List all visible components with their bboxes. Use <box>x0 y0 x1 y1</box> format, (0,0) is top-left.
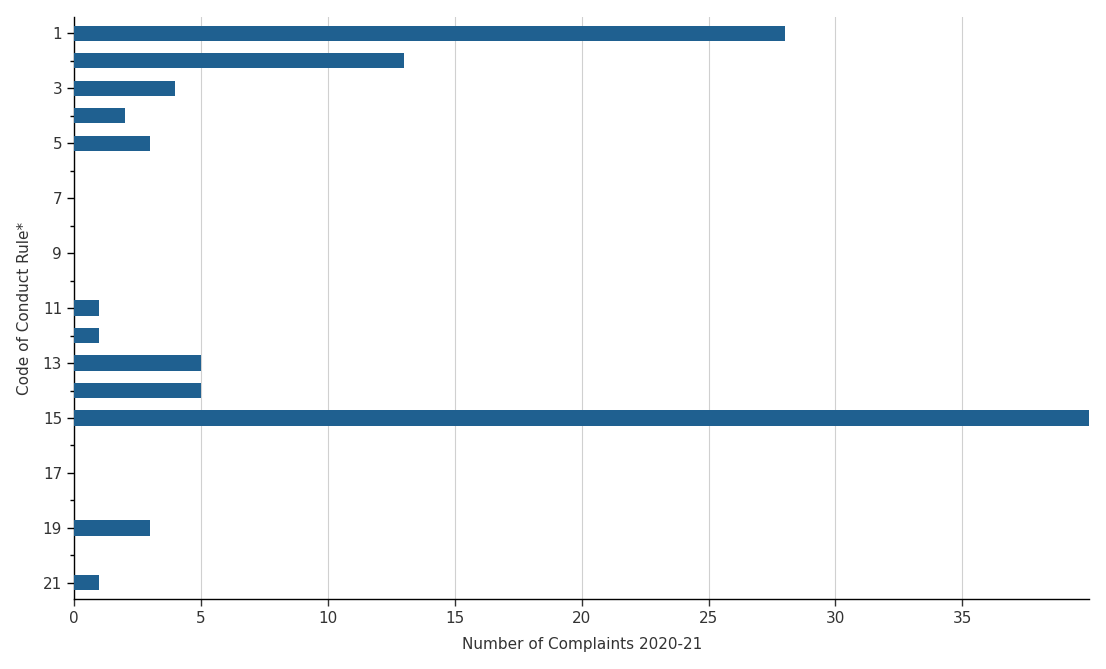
Bar <box>74 25 785 41</box>
Bar <box>74 108 125 123</box>
Bar <box>74 520 150 535</box>
Bar <box>74 80 176 96</box>
Bar <box>74 383 201 398</box>
Bar <box>74 53 404 68</box>
Bar <box>74 136 150 151</box>
Bar <box>74 355 201 371</box>
Bar <box>74 575 100 591</box>
Bar <box>74 411 1089 425</box>
Bar <box>74 328 100 343</box>
Y-axis label: Code of Conduct Rule*: Code of Conduct Rule* <box>17 221 32 395</box>
X-axis label: Number of Complaints 2020-21: Number of Complaints 2020-21 <box>461 638 702 652</box>
Bar <box>74 300 100 316</box>
